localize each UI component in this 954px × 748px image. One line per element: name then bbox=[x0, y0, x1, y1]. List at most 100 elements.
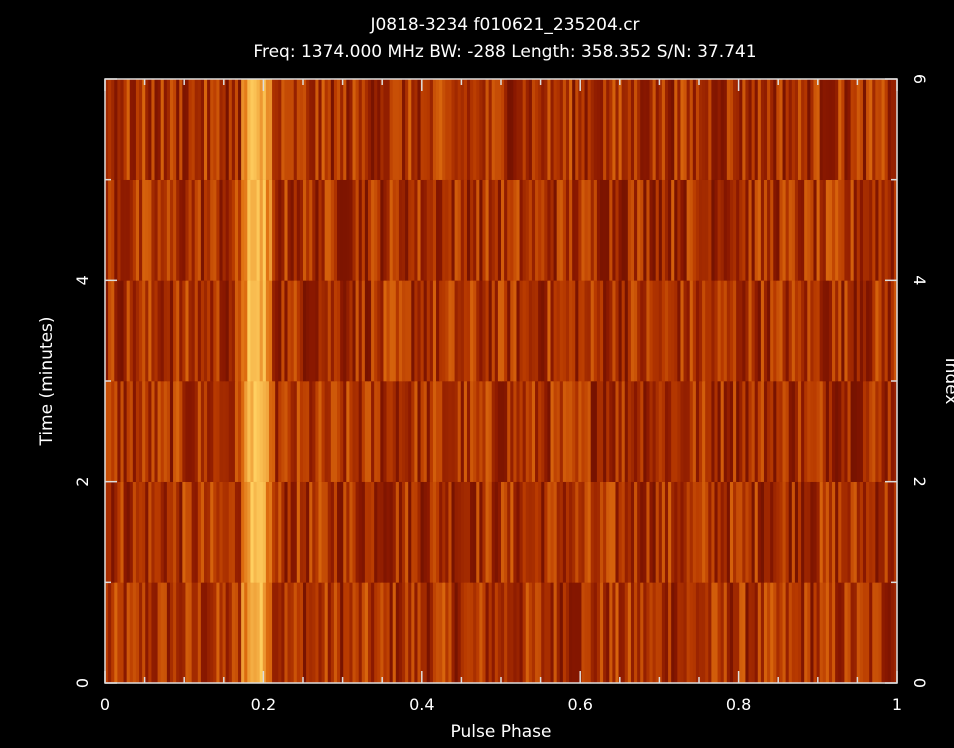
heatmap-cell bbox=[757, 79, 762, 180]
heatmap-cell bbox=[695, 280, 700, 382]
heatmap-cell bbox=[135, 79, 140, 180]
heatmap-cell bbox=[114, 582, 118, 684]
heatmap-cell bbox=[559, 179, 564, 281]
heatmap-cell bbox=[890, 280, 895, 382]
heatmap-cell bbox=[482, 481, 487, 583]
heatmap-cell bbox=[646, 179, 651, 281]
heatmap-cell bbox=[272, 381, 276, 482]
heatmap-cell bbox=[408, 179, 412, 281]
heatmap-cell bbox=[352, 381, 357, 482]
heatmap-cell bbox=[207, 582, 211, 684]
heatmap-cell bbox=[395, 381, 400, 482]
heatmap-cell bbox=[838, 481, 842, 583]
heatmap-cell bbox=[822, 179, 827, 281]
heatmap-cell bbox=[129, 582, 134, 684]
heatmap-cell bbox=[268, 481, 273, 583]
heatmap-cell bbox=[185, 481, 190, 583]
heatmap-cell bbox=[225, 280, 230, 382]
heatmap-cell bbox=[432, 381, 437, 482]
heatmap-cell bbox=[640, 381, 644, 482]
heatmap-cell bbox=[210, 179, 214, 281]
heatmap-cell bbox=[699, 582, 703, 684]
heatmap-cell bbox=[392, 582, 397, 684]
heatmap-cell bbox=[451, 179, 456, 281]
heatmap-cell bbox=[708, 280, 712, 382]
heatmap-cell bbox=[810, 179, 815, 281]
heatmap-cell bbox=[194, 481, 199, 583]
heatmap-cell bbox=[231, 481, 236, 583]
heatmap-cell bbox=[890, 79, 895, 180]
heatmap-cell bbox=[680, 79, 685, 180]
heatmap-cell bbox=[630, 381, 635, 482]
heatmap-cell bbox=[160, 481, 165, 583]
heatmap-cell bbox=[661, 79, 666, 180]
heatmap-cell bbox=[634, 179, 638, 281]
heatmap-cell bbox=[859, 481, 864, 583]
heatmap-cell bbox=[135, 280, 140, 382]
heatmap-cell bbox=[139, 280, 143, 382]
heatmap-cell bbox=[265, 280, 270, 382]
heatmap-cell bbox=[420, 280, 425, 382]
heatmap-cell bbox=[395, 481, 400, 583]
heatmap-cell bbox=[702, 280, 706, 382]
heatmap-cell bbox=[513, 79, 518, 180]
x-tick-label: 0.8 bbox=[726, 695, 751, 714]
heatmap-cell bbox=[436, 582, 440, 684]
heatmap-cell bbox=[593, 179, 598, 281]
heatmap-cell bbox=[386, 179, 391, 281]
heatmap-cell bbox=[593, 79, 598, 180]
heatmap-cell bbox=[374, 280, 378, 382]
heatmap-cell bbox=[439, 381, 443, 482]
heatmap-cell bbox=[773, 179, 777, 281]
heatmap-cell bbox=[649, 79, 654, 180]
heatmap-cell bbox=[330, 481, 335, 583]
heatmap-cell bbox=[337, 481, 341, 583]
heatmap-cell bbox=[572, 179, 576, 281]
heatmap-cell bbox=[516, 280, 521, 382]
heatmap-cell bbox=[429, 582, 434, 684]
heatmap-cell bbox=[324, 79, 329, 180]
heatmap-cell bbox=[658, 481, 663, 583]
heatmap-cell bbox=[770, 582, 774, 684]
heatmap-cell bbox=[556, 79, 561, 180]
heatmap-cell bbox=[408, 381, 412, 482]
heatmap-cell bbox=[123, 481, 128, 583]
heatmap-cell bbox=[507, 381, 511, 482]
heatmap-cell bbox=[699, 280, 703, 382]
heatmap-cell bbox=[303, 79, 307, 180]
heatmap-cell bbox=[163, 381, 168, 482]
x-tick-label: 0 bbox=[100, 695, 110, 714]
y2-tick-label: 0 bbox=[910, 678, 929, 688]
heatmap-cell bbox=[200, 179, 205, 281]
heatmap-cell bbox=[272, 582, 276, 684]
heatmap-cell bbox=[120, 481, 125, 583]
heatmap-cell bbox=[862, 582, 867, 684]
heatmap-cell bbox=[460, 582, 465, 684]
heatmap-cell bbox=[142, 582, 146, 684]
heatmap-cell bbox=[176, 179, 180, 281]
heatmap-cell bbox=[439, 79, 443, 180]
heatmap-cell bbox=[791, 381, 796, 482]
heatmap-cell bbox=[352, 582, 357, 684]
heatmap-cell bbox=[661, 582, 666, 684]
heatmap-cell bbox=[330, 381, 335, 482]
heatmap-cell bbox=[596, 280, 601, 382]
heatmap-cell bbox=[488, 582, 493, 684]
heatmap-cell bbox=[887, 179, 892, 281]
heatmap-cell bbox=[185, 381, 190, 482]
heatmap-cell bbox=[349, 582, 354, 684]
heatmap-cell bbox=[569, 280, 573, 382]
heatmap-cell bbox=[875, 582, 880, 684]
heatmap-cell bbox=[825, 381, 830, 482]
heatmap-cell bbox=[105, 582, 109, 684]
heatmap-cell bbox=[782, 582, 787, 684]
heatmap-cell bbox=[355, 481, 360, 583]
heatmap-cell bbox=[866, 381, 870, 482]
heatmap-cell bbox=[736, 179, 740, 281]
heatmap-cell bbox=[324, 381, 329, 482]
heatmap-cell bbox=[627, 179, 632, 281]
heatmap-cell bbox=[652, 280, 657, 382]
heatmap-cell bbox=[420, 79, 425, 180]
heatmap-cell bbox=[398, 481, 403, 583]
y-axis-label: Time (minutes) bbox=[37, 316, 57, 446]
